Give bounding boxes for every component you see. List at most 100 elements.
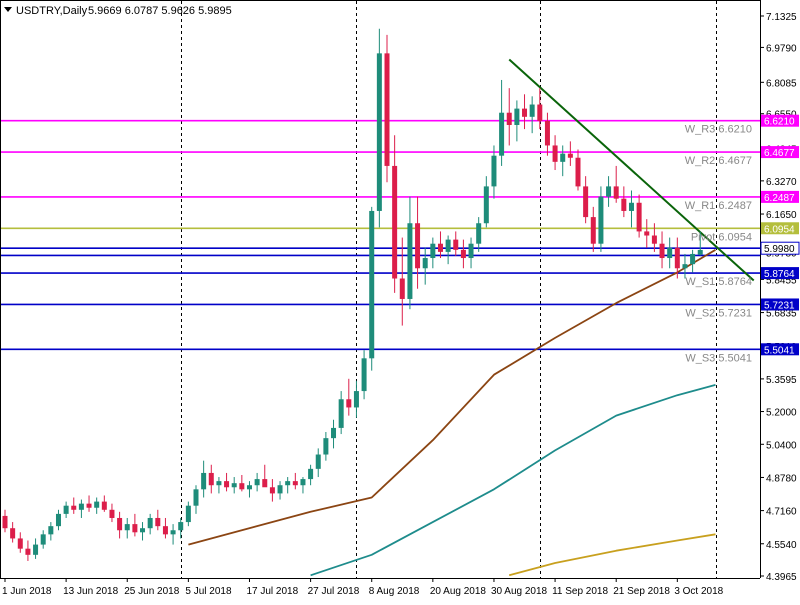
candle-body-64	[491, 155, 497, 187]
axis-tag-bg-w-s1	[761, 267, 799, 280]
time-axis: 1 Jun 2018 13 Jun 2018 25 Jun 2018 5 Jul 20…	[2, 578, 724, 597]
price-tick-label-14: 4.8780	[766, 473, 797, 484]
candle-body-87	[667, 247, 673, 259]
candle-body-3	[25, 548, 31, 555]
ohlc-values: 5.9669 6.0787 5.9626 5.9895	[88, 5, 232, 17]
axis-tag-w-r2: 6.4677	[764, 148, 795, 159]
candle-body-15	[117, 517, 123, 531]
candle-body-0	[2, 515, 8, 529]
candle-body-6	[48, 526, 54, 535]
candle-body-45	[346, 399, 352, 408]
candle-body-52	[399, 278, 405, 299]
candle-body-59	[453, 239, 459, 250]
candle-body-83	[636, 202, 642, 232]
time-tick-label-9: 11 Sep 2018	[552, 586, 608, 597]
axis-tag-w-s2: 5.7231	[764, 300, 795, 311]
candle-body-13	[101, 501, 107, 510]
candle-body-69	[529, 104, 535, 117]
candle-body-17	[132, 524, 138, 533]
price-tick-label-11: 5.3595	[766, 375, 797, 386]
candle-body-48	[369, 210, 375, 359]
candle-body-85	[651, 235, 657, 244]
candle-body-21	[162, 526, 168, 535]
level-label-pivot: Pivot 6.0954	[691, 231, 752, 243]
vertical-grid	[181, 1, 717, 578]
candle-body-10	[78, 503, 84, 510]
candle-body-68	[522, 108, 528, 117]
candle-body-34	[262, 479, 268, 488]
trendline	[508, 58, 755, 282]
level-label-w-r2: W_R2 6.4677	[685, 155, 752, 167]
candle-body-32	[246, 485, 252, 490]
candle-body-91	[697, 249, 703, 255]
candle-body-70	[537, 104, 543, 121]
candle-body-54	[415, 223, 421, 269]
candle-body-77	[590, 217, 596, 244]
price-tick-label-9: 5.6835	[766, 309, 797, 320]
axis-tag-bg-w-r1	[761, 190, 799, 203]
candle-body-30	[231, 483, 237, 488]
candle-body-73	[560, 153, 566, 162]
candle-body-46	[353, 391, 359, 408]
candle-body-27	[208, 472, 214, 486]
candle-body-22	[170, 530, 176, 535]
candle-body-8	[63, 505, 69, 514]
candle-body-82	[628, 202, 634, 211]
candle-body-89	[682, 264, 688, 269]
moving-average-ma-mid	[310, 384, 716, 577]
candle-body-51	[392, 165, 398, 279]
price-tick-label-0: 7.1325	[766, 12, 797, 23]
candle-body-60	[460, 249, 466, 259]
axis-tag-pivot: 6.0954	[764, 224, 795, 235]
dropdown-triangle-icon[interactable]	[4, 7, 12, 12]
candle-body-56	[430, 243, 436, 259]
candle-body-75	[575, 157, 581, 187]
moving-averages	[188, 249, 716, 577]
candle-body-53	[407, 223, 413, 299]
candle-body-84	[644, 231, 650, 236]
candle-body-40	[308, 468, 314, 480]
time-tick-label-10: 21 Sep 2018	[613, 586, 670, 597]
candle-body-81	[621, 198, 627, 211]
candle-body-24	[185, 505, 191, 523]
candle-body-12	[94, 501, 100, 508]
chart-header: USDTRY,Daily 5.9669 6.0787 5.9626 5.9895	[4, 5, 232, 17]
candle-body-72	[552, 145, 558, 162]
time-tick-label-0: 1 Jun 2018	[2, 586, 52, 597]
level-label-w-s3: W_S3 5.5041	[685, 352, 752, 364]
price-tick-label-6: 6.1650	[766, 210, 797, 221]
time-tick-label-2: 25 Jun 2018	[124, 586, 179, 597]
price-tick-label-13: 5.0400	[766, 440, 797, 451]
candle-body-4	[33, 544, 39, 555]
candle-body-16	[124, 524, 130, 531]
candle-body-66	[506, 112, 512, 125]
axis-tag-w-s3: 5.5041	[764, 345, 795, 356]
candle-body-65	[499, 112, 505, 156]
axis-tag-bg-pivot	[761, 222, 799, 235]
candle-body-57	[437, 243, 443, 252]
candle-body-14	[109, 509, 115, 518]
price-tick-label-17: 4.3965	[766, 572, 797, 583]
resistance-trendline	[508, 58, 755, 282]
candle-body-23	[178, 522, 184, 531]
price-tick-label-5: 6.3270	[766, 177, 797, 188]
candle-body-86	[659, 243, 665, 259]
time-tick-label-1: 13 Jun 2018	[63, 586, 118, 597]
candle-body-38	[292, 481, 298, 486]
candle-body-76	[583, 186, 589, 218]
time-tick-label-11: 3 Oct 2018	[674, 586, 723, 597]
axis-tag-bg-w-s2	[761, 298, 799, 311]
candle-body-50	[384, 53, 390, 166]
price-axis-tags: 6.6210 6.4677 6.2487 6.0954 5.8764 5.7231 5.50…	[760, 114, 800, 356]
price-lines	[0, 247, 760, 257]
price-tag-1: 5.9980	[764, 244, 795, 255]
candle-body-1	[10, 528, 16, 539]
candle-body-62	[476, 223, 482, 244]
candle-body-63	[483, 186, 489, 224]
level-label-w-s1: W_S1 5.8764	[685, 276, 752, 288]
price-tick-label-16: 4.5540	[766, 540, 797, 551]
level-label-w-r3: W_R3 6.6210	[685, 124, 752, 136]
price-tick-label-2: 6.8085	[766, 78, 797, 89]
